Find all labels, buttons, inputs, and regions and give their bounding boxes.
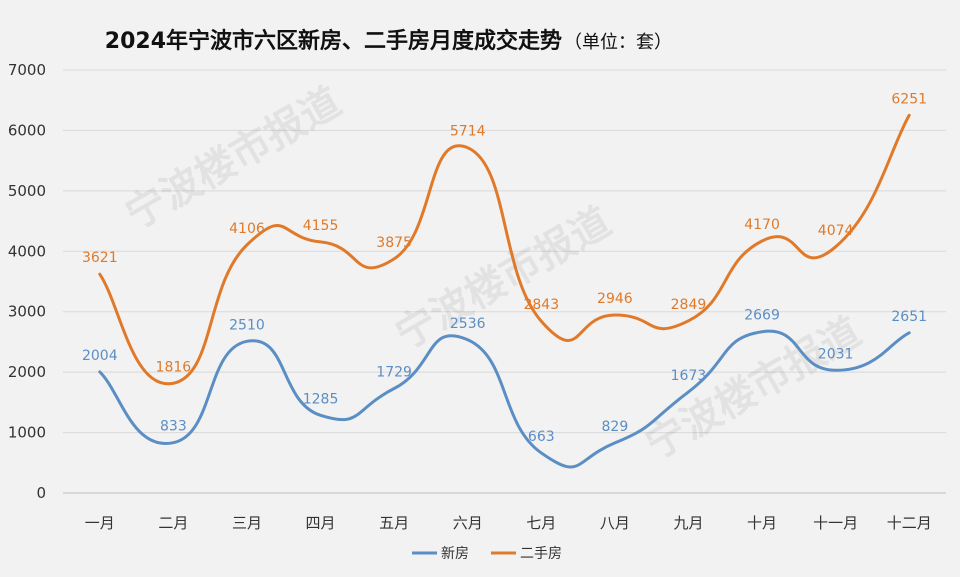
data-label: 829 (602, 419, 629, 435)
x-tick-label: 十一月 (813, 514, 858, 532)
data-label: 2669 (744, 308, 780, 324)
x-tick-label: 八月 (600, 514, 630, 532)
data-label: 5714 (450, 124, 486, 140)
y-tick-label: 7000 (8, 61, 46, 79)
y-tick-label: 0 (36, 484, 46, 502)
data-label: 4170 (744, 217, 780, 233)
y-axis-ticks: 0 1000 2000 3000 4000 5000 6000 7000 (8, 61, 46, 502)
y-tick-label: 1000 (8, 424, 46, 442)
legend-label-0: 新房 (441, 546, 469, 562)
data-label: 2651 (891, 309, 927, 325)
data-label: 6251 (891, 91, 927, 107)
data-label: 4074 (818, 223, 854, 239)
data-label: 2849 (671, 297, 707, 313)
legend-label-1: 二手房 (520, 546, 562, 562)
data-labels: 2004 833 2510 1285 1729 2536 663 829 1673 2669 203… (82, 91, 927, 445)
x-tick-label: 十二月 (887, 514, 932, 532)
data-label: 2946 (597, 291, 633, 307)
data-label: 3621 (82, 250, 118, 266)
x-tick-label: 六月 (453, 514, 483, 532)
data-label: 2510 (229, 317, 265, 333)
y-tick-label: 5000 (8, 182, 46, 200)
x-tick-label: 七月 (526, 514, 556, 532)
data-label: 4106 (229, 221, 265, 237)
series-line-1 (98, 113, 911, 386)
x-tick-label: 一月 (85, 514, 115, 532)
data-label: 1285 (303, 391, 339, 407)
series-line-0 (98, 329, 911, 469)
chart-title-unit: （单位：套） (564, 32, 672, 53)
x-tick-label: 四月 (306, 514, 336, 532)
data-label: 1816 (156, 359, 192, 375)
series-lines (98, 113, 911, 469)
data-label: 2031 (818, 346, 854, 362)
y-tick-label: 4000 (8, 242, 46, 260)
data-label: 663 (528, 429, 555, 445)
data-label: 1673 (671, 368, 707, 384)
x-tick-label: 九月 (673, 514, 703, 532)
gridlines (63, 69, 946, 494)
x-tick-label: 三月 (232, 514, 262, 532)
data-label: 3875 (376, 235, 412, 251)
data-label: 2004 (82, 348, 118, 364)
data-label: 4155 (303, 218, 339, 234)
y-tick-label: 2000 (8, 363, 46, 381)
y-tick-label: 3000 (8, 303, 46, 321)
x-tick-label: 二月 (158, 514, 188, 532)
y-tick-label: 6000 (8, 121, 46, 139)
chart-title: 2024年宁波市六区新房、二手房月度成交走势 (105, 28, 562, 54)
legend: 新房 二手房 (412, 546, 562, 562)
data-label: 833 (160, 419, 187, 435)
data-label: 1729 (376, 365, 412, 381)
data-label: 2536 (450, 316, 486, 332)
data-label: 2843 (523, 297, 559, 313)
x-axis-ticks: 一月 二月 三月 四月 五月 六月 七月 八月 九月 十月 十一月 十二月 (85, 514, 932, 532)
x-tick-label: 五月 (379, 514, 409, 532)
x-tick-label: 十月 (747, 514, 777, 532)
